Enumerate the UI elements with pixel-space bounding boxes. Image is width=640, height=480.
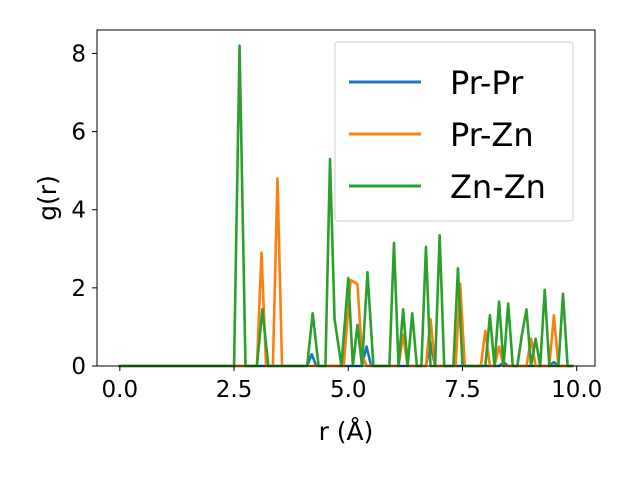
legend-label: Zn-Zn bbox=[450, 168, 546, 206]
x-tick-label: 2.5 bbox=[216, 377, 253, 403]
x-tick-label: 0.0 bbox=[102, 377, 139, 403]
legend: Pr-Pr Pr-Zn Zn-Zn bbox=[334, 41, 574, 222]
y-tick-label: 4 bbox=[71, 198, 86, 224]
legend-items: Pr-Pr Pr-Zn Zn-Zn bbox=[349, 64, 546, 206]
plot-frame bbox=[96, 29, 596, 367]
legend-box bbox=[334, 41, 574, 222]
y-tick-label: 8 bbox=[71, 41, 86, 67]
x-axis: 0.0 2.5 5.0 7.5 10.0 bbox=[102, 366, 602, 403]
y-tick-label: 6 bbox=[71, 120, 86, 146]
y-axis: 0 2 4 6 8 bbox=[71, 41, 97, 380]
y-tick-label: 2 bbox=[71, 276, 86, 302]
y-tick-label: 0 bbox=[71, 354, 86, 380]
x-axis-label: r (Å) bbox=[319, 417, 374, 446]
x-tick-label: 10.0 bbox=[551, 377, 602, 403]
x-tick-label: 5.0 bbox=[330, 377, 367, 403]
x-tick-label: 7.5 bbox=[444, 377, 481, 403]
legend-label: Pr-Pr bbox=[450, 64, 524, 102]
y-axis-label: g(r) bbox=[33, 175, 62, 221]
legend-label: Pr-Zn bbox=[450, 116, 534, 154]
